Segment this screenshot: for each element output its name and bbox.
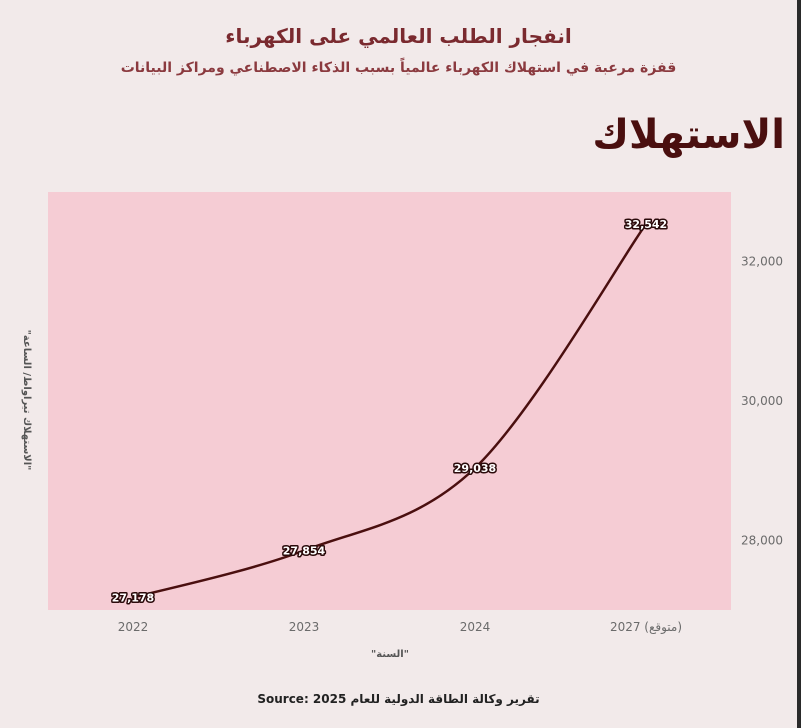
big-section-label: الاستهلاك <box>592 112 785 158</box>
x-tick-label: 2022 <box>118 620 149 634</box>
data-label: 27,854 <box>283 545 326 558</box>
y-tick-label: 30,000 <box>741 394 783 408</box>
source-note: Source: 2025 تقرير وكالة الطاقة الدولية … <box>257 692 540 706</box>
x-axis-title: "السنة" <box>371 649 409 660</box>
x-tick-label: 2024 <box>460 620 491 634</box>
y-tick-label: 28,000 <box>741 533 783 547</box>
x-tick-label: 2023 <box>289 620 320 634</box>
x-tick-label: 2027 (متوقع) <box>610 620 682 635</box>
data-label: 32,542 <box>625 218 667 231</box>
y-axis-title: "الاستهلاك تيراواط/ الساعة" <box>21 330 32 471</box>
series-line <box>131 222 648 599</box>
y-tick-label: 32,000 <box>741 255 783 269</box>
data-label: 27,178 <box>112 592 154 605</box>
data-label: 29,038 <box>454 462 496 475</box>
chart-title: انفجار الطلب العالمي على الكهرباء <box>225 24 572 48</box>
plot-area <box>48 192 731 610</box>
chart-subtitle: قفزة مرعبة في استهلاك الكهرباء عالمياً ب… <box>120 60 677 76</box>
window-frame-edge <box>797 0 801 728</box>
